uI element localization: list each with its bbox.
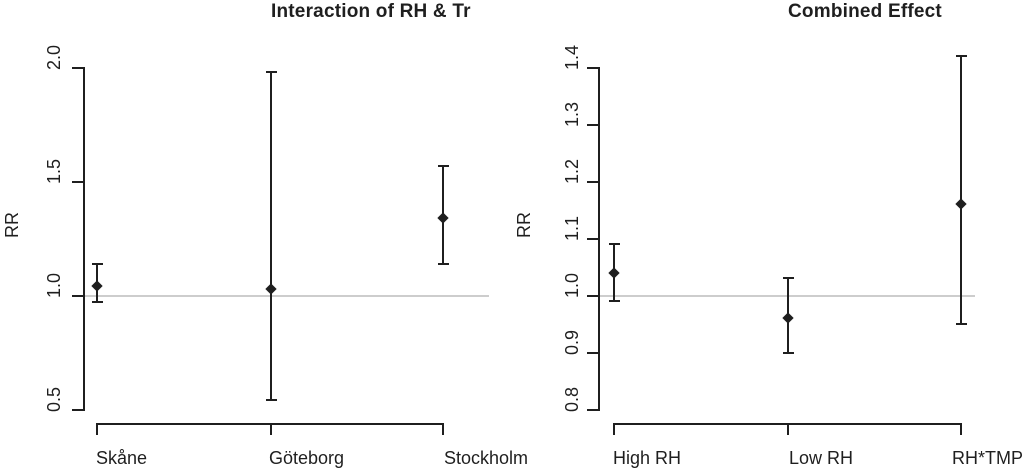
- x-category-label: Göteborg: [269, 448, 345, 468]
- y-axis-tick: [587, 66, 598, 69]
- error-bar-cap-upper: [955, 55, 967, 58]
- x-axis-tick: [613, 425, 615, 435]
- y-tick-label: 2.0: [44, 44, 64, 70]
- y-tick-label: 1.5: [44, 158, 64, 184]
- y-tick-label: 1.0: [562, 272, 582, 298]
- y-axis-tick: [72, 66, 83, 69]
- y-tick-label: 0.8: [562, 386, 582, 412]
- error-bar-cap-lower: [437, 262, 449, 265]
- chart-title: Combined Effect: [788, 1, 942, 22]
- error-bar-cap-upper: [608, 243, 620, 246]
- x-axis-tick: [96, 425, 98, 435]
- x-category-label: Low RH: [789, 448, 854, 468]
- error-bar-cap-upper: [91, 262, 103, 265]
- y-axis-tick: [72, 408, 83, 411]
- error-bar-cap-lower: [782, 351, 794, 354]
- x-axis-tick: [270, 425, 272, 435]
- error-bar-line: [960, 56, 962, 324]
- y-axis-tick: [587, 180, 598, 183]
- y-axis-tick: [587, 294, 598, 297]
- x-axis-tick: [787, 425, 789, 435]
- y-axis-line: [83, 66, 85, 411]
- point-estimate-marker: [955, 198, 967, 210]
- reference-line: [85, 294, 489, 297]
- point-estimate-marker: [265, 282, 277, 295]
- y-tick-label: 1.1: [562, 215, 582, 241]
- x-axis-line: [96, 423, 444, 425]
- point-estimate-marker: [91, 280, 103, 293]
- point-estimate-marker: [608, 267, 620, 279]
- y-axis-tick: [587, 351, 598, 354]
- y-axis-label: RR: [514, 212, 534, 238]
- error-bar-line: [270, 72, 272, 401]
- x-category-label: RH*TMP: [952, 448, 1023, 468]
- chart-title: Interaction of RH & Tr: [271, 1, 471, 22]
- x-category-label: Stockholm: [444, 448, 529, 468]
- y-axis-tick: [72, 180, 83, 183]
- error-bar-cap-lower: [955, 323, 967, 325]
- x-category-label: High RH: [613, 448, 682, 468]
- y-axis-tick: [72, 294, 83, 297]
- error-bar-cap-upper: [437, 164, 449, 167]
- error-bar-cap-lower: [91, 301, 103, 304]
- y-axis-tick: [587, 123, 598, 126]
- y-tick-label: 1.2: [562, 158, 582, 184]
- y-tick-label: 1.3: [562, 101, 582, 127]
- error-bar-cap-lower: [265, 399, 277, 402]
- y-tick-label: 0.9: [562, 329, 582, 355]
- error-bar-cap-upper: [265, 71, 277, 74]
- error-bar-cap-upper: [782, 277, 794, 280]
- y-axis-line: [598, 66, 600, 411]
- y-axis-tick: [587, 237, 598, 240]
- y-tick-label: 1.4: [562, 44, 582, 70]
- y-tick-label: 0.5: [44, 386, 64, 412]
- x-axis-tick: [442, 425, 444, 435]
- y-axis-label: RR: [2, 212, 22, 238]
- x-category-label: Skåne: [96, 448, 148, 468]
- y-tick-label: 1.0: [44, 272, 64, 298]
- y-axis-tick: [587, 408, 598, 411]
- point-estimate-marker: [782, 312, 794, 324]
- error-bar-cap-lower: [608, 300, 620, 303]
- x-axis-tick: [960, 425, 962, 435]
- x-axis-line: [613, 423, 962, 425]
- point-estimate-marker: [437, 212, 449, 224]
